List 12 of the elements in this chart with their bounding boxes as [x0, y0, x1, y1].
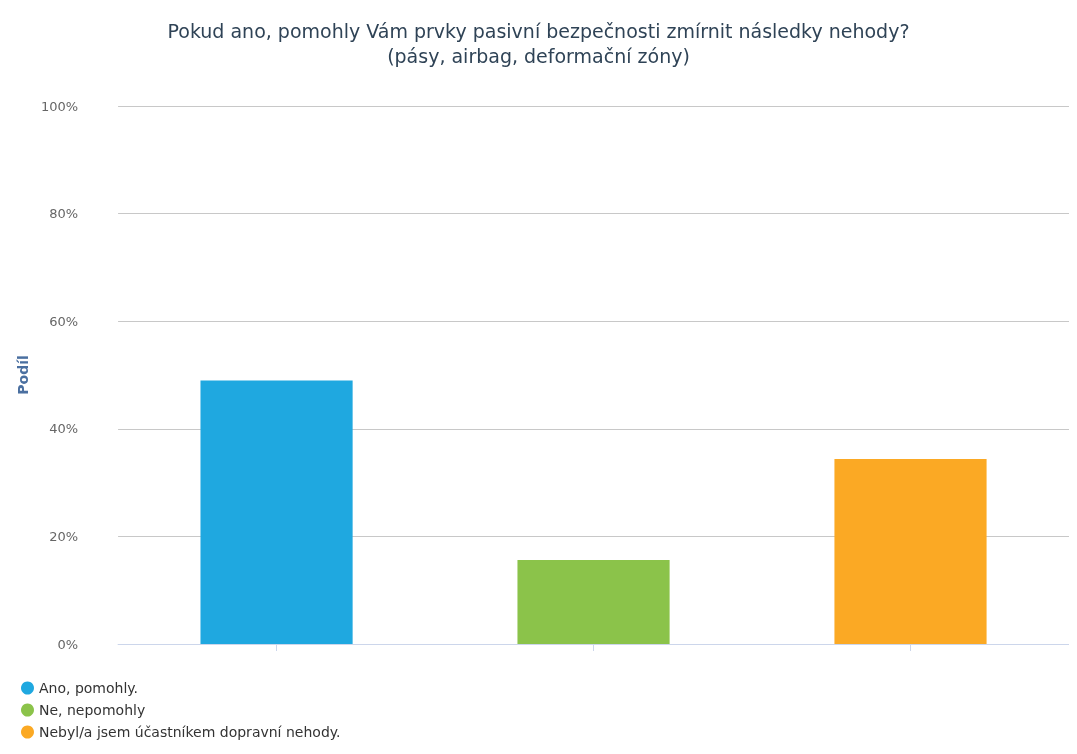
y-tick-label: 80%: [49, 206, 79, 222]
chart-subtitle: (pásy, airbag, deformační zóny): [387, 44, 690, 67]
y-tick-label: 40%: [49, 421, 79, 437]
legend-label: Nebyl/a jsem účastníkem dopravní nehody.: [39, 724, 341, 740]
y-tick-label: 100%: [40, 98, 79, 114]
y-axis-title: Podíl: [15, 355, 31, 395]
y-tick-label: 20%: [49, 528, 79, 544]
y-tick-label: 60%: [49, 313, 79, 329]
chart-title: Pokud ano, pomohly Vám prvky pasivní bezpečnosti zmírnit následky nehody?: [167, 19, 910, 42]
y-tick-label: 0%: [57, 636, 79, 652]
legend-label: Ne, nepomohly: [39, 702, 146, 718]
legend-label: Ano, pomohly.: [39, 680, 139, 696]
